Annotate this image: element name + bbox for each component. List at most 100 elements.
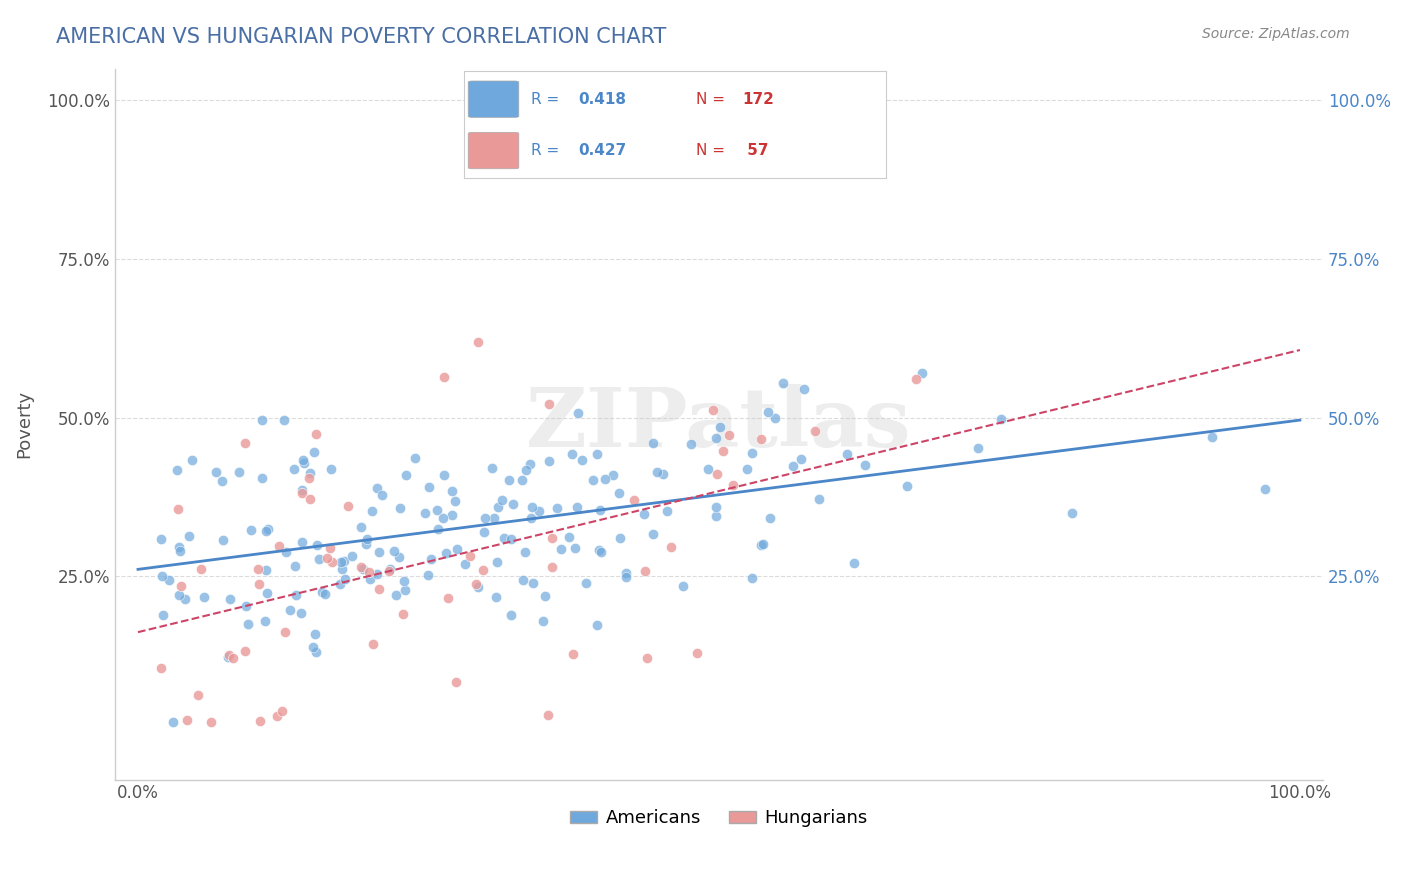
Point <box>513 545 536 559</box>
Point <box>274 625 297 640</box>
Point <box>482 511 505 525</box>
Point <box>896 479 918 493</box>
Point <box>413 506 436 520</box>
Point <box>150 532 173 546</box>
Point <box>966 441 988 455</box>
Point <box>273 413 295 427</box>
Point <box>593 472 616 486</box>
Point <box>167 540 190 554</box>
Point <box>316 550 339 565</box>
Point <box>388 549 411 564</box>
Point <box>267 539 290 553</box>
Point <box>218 648 240 663</box>
Point <box>534 589 557 603</box>
Point <box>582 473 605 487</box>
Point <box>759 510 782 524</box>
Point <box>835 447 858 461</box>
Point <box>1201 430 1223 444</box>
Point <box>911 366 934 380</box>
Point <box>235 599 257 613</box>
Point <box>222 651 245 665</box>
Point <box>361 504 384 518</box>
Point <box>305 426 328 441</box>
Point <box>537 454 560 468</box>
Point <box>623 493 645 508</box>
Point <box>763 411 786 425</box>
Point <box>392 607 415 622</box>
Point <box>510 473 533 487</box>
Point <box>634 564 657 578</box>
Point <box>567 500 589 514</box>
Point <box>319 462 342 476</box>
Point <box>564 541 586 555</box>
Point <box>647 465 669 479</box>
Point <box>561 648 583 662</box>
Point <box>394 574 416 588</box>
Point <box>990 412 1012 426</box>
Point <box>169 579 191 593</box>
Point <box>256 522 278 536</box>
Point <box>152 607 174 622</box>
Point <box>256 586 278 600</box>
Point <box>254 563 277 577</box>
Point <box>704 508 727 523</box>
Point <box>782 459 804 474</box>
Point <box>298 492 321 507</box>
Point <box>488 500 510 515</box>
Point <box>305 645 328 659</box>
Point <box>575 575 598 590</box>
Point <box>749 432 772 446</box>
Point <box>1254 482 1277 496</box>
Text: R =: R = <box>531 92 565 107</box>
Point <box>519 457 541 471</box>
Point <box>418 567 440 582</box>
Point <box>253 614 276 628</box>
Point <box>721 477 744 491</box>
Point <box>426 522 449 536</box>
Point <box>321 555 343 569</box>
Point <box>709 420 731 434</box>
Point <box>609 531 631 545</box>
Point <box>359 572 381 586</box>
Point <box>614 570 637 584</box>
Point <box>527 504 550 518</box>
Point <box>378 562 401 576</box>
Point <box>250 413 273 427</box>
Point <box>718 427 741 442</box>
Point <box>458 549 481 563</box>
Point <box>446 541 468 556</box>
Point <box>302 640 325 655</box>
Point <box>502 497 524 511</box>
Point <box>366 482 388 496</box>
Point <box>652 467 675 481</box>
Point <box>356 537 378 551</box>
Point <box>217 649 239 664</box>
Text: 57: 57 <box>742 143 769 158</box>
Point <box>472 525 495 540</box>
Point <box>498 473 520 487</box>
Point <box>499 608 522 623</box>
Point <box>298 471 321 485</box>
Text: R =: R = <box>531 143 565 158</box>
Point <box>395 468 418 483</box>
Point <box>636 651 658 665</box>
Point <box>299 467 322 481</box>
Point <box>641 436 664 450</box>
Point <box>686 646 709 660</box>
Point <box>420 552 443 566</box>
Point <box>350 560 373 574</box>
Point <box>233 643 256 657</box>
Point <box>602 467 624 482</box>
Point <box>404 450 426 465</box>
Point <box>329 577 352 591</box>
Point <box>706 431 728 445</box>
Y-axis label: Poverty: Poverty <box>15 390 32 458</box>
Point <box>233 436 256 450</box>
Point <box>588 542 610 557</box>
Point <box>749 538 772 552</box>
Point <box>711 443 734 458</box>
Point <box>150 569 173 583</box>
Point <box>491 493 513 508</box>
Point <box>494 531 516 545</box>
Point <box>290 483 312 497</box>
